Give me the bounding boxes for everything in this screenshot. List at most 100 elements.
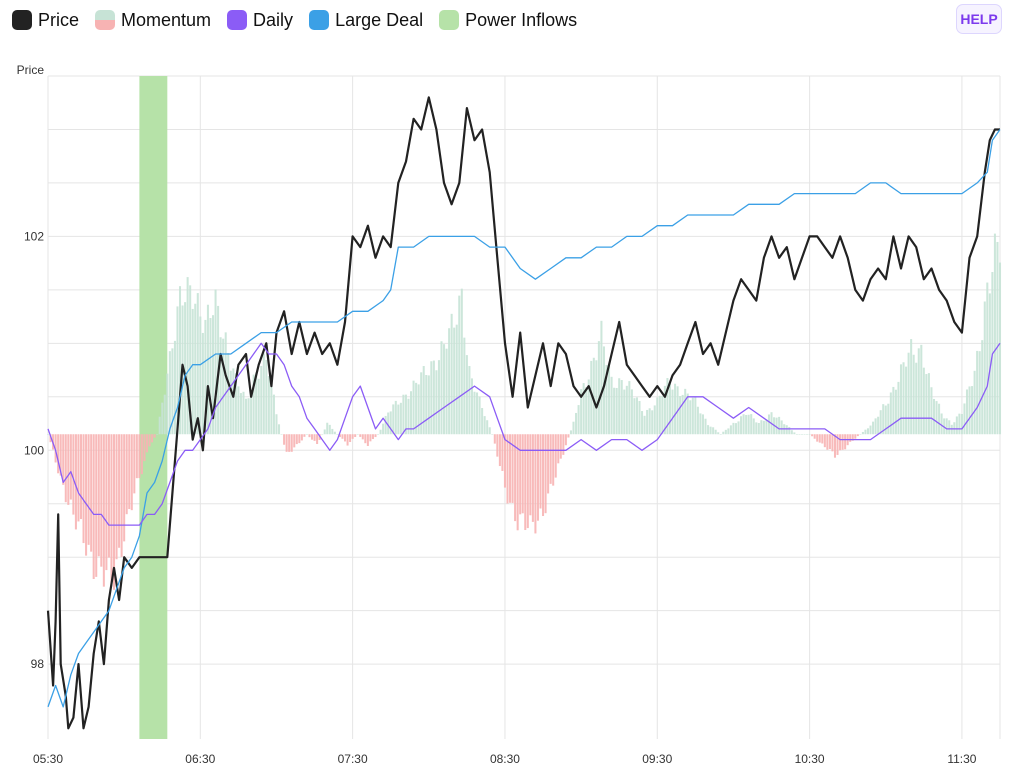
- momentum-bar: [996, 241, 999, 435]
- momentum-bar: [818, 434, 821, 443]
- momentum-bar: [526, 434, 529, 529]
- legend-label-large-deal: Large Deal: [335, 9, 424, 30]
- momentum-bar: [69, 434, 72, 500]
- momentum-bar: [800, 434, 803, 435]
- momentum-bar: [866, 428, 870, 435]
- legend-item-power-inflows[interactable]: Power Inflows: [439, 10, 577, 31]
- momentum-bar: [178, 286, 182, 435]
- x-tick-label: 05:30: [33, 752, 63, 766]
- momentum-bar: [712, 427, 715, 435]
- momentum-bar: [872, 421, 875, 435]
- momentum-bar: [455, 324, 458, 435]
- momentum-bar: [206, 304, 209, 435]
- momentum-bar: [907, 352, 910, 435]
- momentum-bar: [592, 357, 595, 435]
- momentum-bar: [503, 434, 506, 488]
- momentum-bar: [679, 396, 682, 435]
- momentum-bar: [869, 425, 872, 435]
- momentum-bar: [491, 434, 494, 435]
- momentum-bar: [74, 434, 77, 530]
- momentum-bar: [762, 420, 765, 435]
- momentum-bar: [151, 434, 154, 443]
- momentum-bar: [506, 434, 509, 504]
- momentum-bar: [884, 405, 887, 435]
- momentum-bar: [57, 434, 60, 474]
- legend-item-price[interactable]: Price: [12, 10, 79, 31]
- momentum-bar: [808, 434, 811, 435]
- momentum-bar: [653, 405, 656, 435]
- x-tick-label: 11:30: [947, 752, 976, 766]
- momentum-bar: [87, 434, 90, 545]
- momentum-bar: [879, 410, 882, 435]
- momentum-bar: [191, 308, 194, 435]
- momentum-bar: [371, 434, 374, 440]
- momentum-bar: [785, 425, 788, 435]
- momentum-bar: [435, 370, 438, 435]
- legend-label-daily: Daily: [253, 9, 294, 30]
- momentum-bar: [945, 418, 948, 435]
- momentum-bar: [90, 434, 93, 552]
- momentum-bar: [356, 434, 359, 435]
- momentum-bar: [894, 389, 897, 435]
- momentum-bar: [514, 434, 517, 522]
- momentum-bar: [493, 434, 496, 444]
- momentum-bar: [826, 434, 829, 450]
- legend-item-large-deal[interactable]: Large Deal: [309, 10, 423, 31]
- momentum-bar: [219, 337, 222, 435]
- momentum-bar: [882, 404, 885, 435]
- x-tick-label: 07:30: [338, 752, 368, 766]
- momentum-bar: [64, 434, 67, 503]
- momentum-bar: [97, 434, 100, 557]
- momentum-bar: [704, 418, 707, 435]
- momentum-bar: [351, 434, 354, 439]
- momentum-bar: [234, 373, 237, 435]
- momentum-bar: [425, 374, 428, 435]
- momentum-bar: [740, 416, 743, 435]
- momentum-bar: [432, 360, 435, 435]
- y-tick-label: 102: [24, 229, 44, 243]
- momentum-bar: [839, 434, 842, 451]
- momentum-bar: [696, 406, 699, 435]
- momentum-bar: [72, 434, 75, 515]
- momentum-bar: [709, 426, 712, 435]
- momentum-bar: [272, 394, 275, 435]
- momentum-bar: [501, 434, 504, 471]
- momentum-bar: [59, 434, 62, 476]
- momentum-bar: [602, 346, 605, 435]
- legend-item-daily[interactable]: Daily: [227, 10, 293, 31]
- momentum-bar: [445, 348, 448, 435]
- momentum-bar: [585, 387, 588, 435]
- momentum-bar: [374, 434, 377, 438]
- momentum-bar: [166, 373, 169, 435]
- momentum-bar: [575, 412, 578, 435]
- momentum-bar: [727, 428, 730, 435]
- momentum-bar: [283, 434, 286, 445]
- momentum-bar: [54, 434, 57, 463]
- momentum-bar: [681, 394, 684, 435]
- momentum-bar: [440, 341, 443, 435]
- momentum-bar: [742, 414, 745, 435]
- momentum-bar: [529, 434, 532, 516]
- momentum-bar: [176, 306, 179, 435]
- momentum-bar: [877, 416, 880, 435]
- momentum-bar: [102, 434, 105, 587]
- momentum-bar: [564, 434, 567, 446]
- momentum-bar: [288, 434, 291, 452]
- momentum-bar: [465, 355, 468, 435]
- x-tick-label: 08:30: [490, 752, 520, 766]
- momentum-bar: [854, 434, 857, 439]
- momentum-bar: [755, 422, 758, 435]
- legend-item-momentum[interactable]: Momentum: [95, 10, 211, 31]
- momentum-bar: [927, 373, 930, 435]
- momentum-bar: [341, 434, 344, 439]
- momentum-bar: [110, 434, 113, 587]
- momentum-bar: [623, 389, 626, 435]
- momentum-bar: [707, 425, 710, 435]
- momentum-bar: [948, 420, 951, 435]
- momentum-bar: [661, 396, 664, 435]
- momentum-bar: [590, 360, 593, 435]
- momentum-bar: [420, 372, 423, 435]
- momentum-bar: [793, 432, 796, 435]
- help-button[interactable]: HELP: [956, 4, 1002, 34]
- series-line-large-deal: [47, 129, 1001, 708]
